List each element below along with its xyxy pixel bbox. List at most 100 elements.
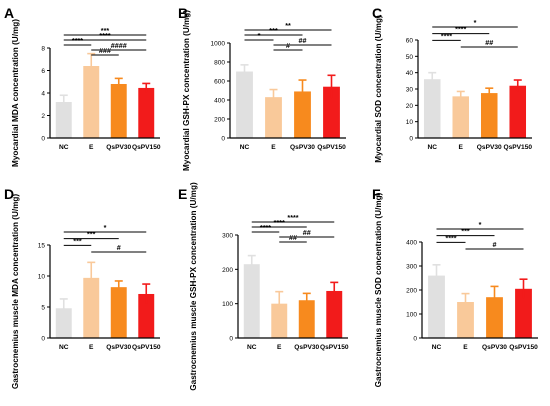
error-bar (59, 298, 68, 318)
x-tick-label: NC (247, 344, 257, 351)
significance-bracket: ## (273, 36, 332, 46)
y-tick-label: 200 (222, 267, 233, 274)
x-tick-label: QsPV30 (106, 344, 131, 351)
y-tick-label: 10 (38, 274, 46, 281)
bar-e (83, 66, 100, 138)
significance-bracket: **** (432, 25, 490, 35)
y-tick-label: 40 (406, 70, 414, 77)
bar-nc (55, 102, 72, 138)
significance-bracket: **** (63, 36, 92, 46)
significance-bracket: # (273, 41, 303, 51)
bar-qspv150 (138, 87, 155, 138)
error-bar (87, 261, 96, 294)
error-bar (513, 79, 522, 92)
significance-label: **** (287, 213, 298, 222)
bar-e (457, 302, 474, 338)
significance-label: # (493, 240, 497, 249)
significance-label: **** (99, 31, 110, 40)
y-tick-label: 300 (222, 233, 233, 240)
significance-bracket: # (465, 240, 524, 250)
panel-letter: F (372, 186, 381, 202)
error-bar (275, 290, 284, 316)
panel-e: E Gastrocnemius muscle GSH-PX concentrati… (178, 182, 349, 391)
error-bar (432, 263, 441, 287)
y-tick-label: 200 (214, 117, 225, 124)
significance-bracket: * (63, 223, 147, 233)
error-bar (240, 64, 249, 79)
panel-letter: B (178, 5, 188, 21)
bar-qspv30 (110, 84, 127, 138)
significance-label: #### (111, 41, 127, 50)
error-bar (330, 281, 339, 300)
x-tick-label: QsPV150 (503, 144, 532, 151)
bar-qspv30 (480, 93, 498, 138)
x-tick-label: QsPV150 (132, 144, 161, 151)
panel-letter: A (4, 5, 14, 21)
significance-bracket: **** (63, 31, 147, 41)
y-tick-label: 100 (406, 312, 417, 319)
significance-bracket: ** (244, 21, 332, 31)
bar-qspv30 (486, 297, 503, 338)
bar-qspv150 (326, 290, 343, 338)
y-tick-label: 8 (41, 46, 45, 53)
x-tick-label: QsPV150 (317, 144, 346, 151)
significance-bracket: **** (432, 31, 461, 41)
y-tick-label: 0 (229, 336, 233, 343)
significance-bracket: ### (91, 46, 119, 56)
x-tick-label: E (89, 344, 94, 351)
significance-bracket: **** (251, 218, 307, 228)
significance-bracket: * (436, 220, 524, 230)
x-tick-label: NC (59, 144, 69, 151)
significance-bracket: ## (279, 228, 335, 238)
y-axis-label: Gastrocnemius muscle MDA concentration (… (11, 194, 20, 390)
x-tick-label: NC (427, 144, 437, 151)
error-bar (269, 88, 278, 105)
significance-bracket: *** (244, 26, 303, 36)
y-tick-label: 6 (41, 68, 45, 75)
y-tick-label: 30 (406, 87, 414, 94)
significance-bracket: *** (63, 26, 147, 36)
significance-bracket: ## (279, 233, 307, 243)
significance-label: *** (87, 230, 96, 239)
significance-bracket: *** (63, 236, 92, 246)
x-tick-label: NC (240, 144, 250, 151)
bar-nc (236, 71, 253, 138)
error-bar (59, 94, 68, 109)
significance-label: ## (303, 228, 311, 237)
y-tick-label: 15 (38, 243, 46, 250)
error-bar (485, 87, 494, 98)
significance-bracket: **** (251, 223, 280, 233)
y-axis-label: Gastrocnemius muscle SOD concentration (… (374, 192, 383, 387)
y-tick-label: 200 (406, 288, 417, 295)
bar-e (271, 303, 288, 338)
significance-label: * (474, 18, 477, 27)
x-tick-label: E (271, 144, 276, 151)
significance-bracket: *** (63, 230, 119, 240)
x-tick-label: QsPV30 (106, 144, 131, 151)
bar-qspv150 (515, 288, 532, 338)
significance-label: ## (485, 38, 493, 47)
x-tick-label: QsPV30 (290, 144, 315, 151)
y-tick-label: 0 (413, 336, 417, 343)
bar-e (83, 277, 100, 338)
significance-label: ## (289, 233, 297, 242)
significance-label: # (286, 41, 290, 50)
x-tick-label: QsPV150 (509, 344, 538, 351)
significance-label: * (258, 31, 261, 40)
bar-qspv150 (138, 293, 155, 338)
y-axis-label: Gastrocnemius muscle GSH-PX concentratio… (189, 182, 198, 391)
bar-nc (243, 264, 260, 338)
significance-bracket: #### (91, 41, 147, 51)
error-bar (519, 278, 528, 299)
bar-qspv30 (110, 287, 127, 338)
y-tick-label: 400 (406, 240, 417, 247)
significance-label: ### (99, 46, 111, 55)
error-bar (461, 292, 470, 311)
y-tick-label: 2 (41, 113, 45, 120)
y-axis-label: Myocardial MDA concentration (U/mg) (11, 19, 20, 167)
significance-label: **** (455, 25, 466, 34)
x-tick-label: QsPV30 (482, 344, 507, 351)
